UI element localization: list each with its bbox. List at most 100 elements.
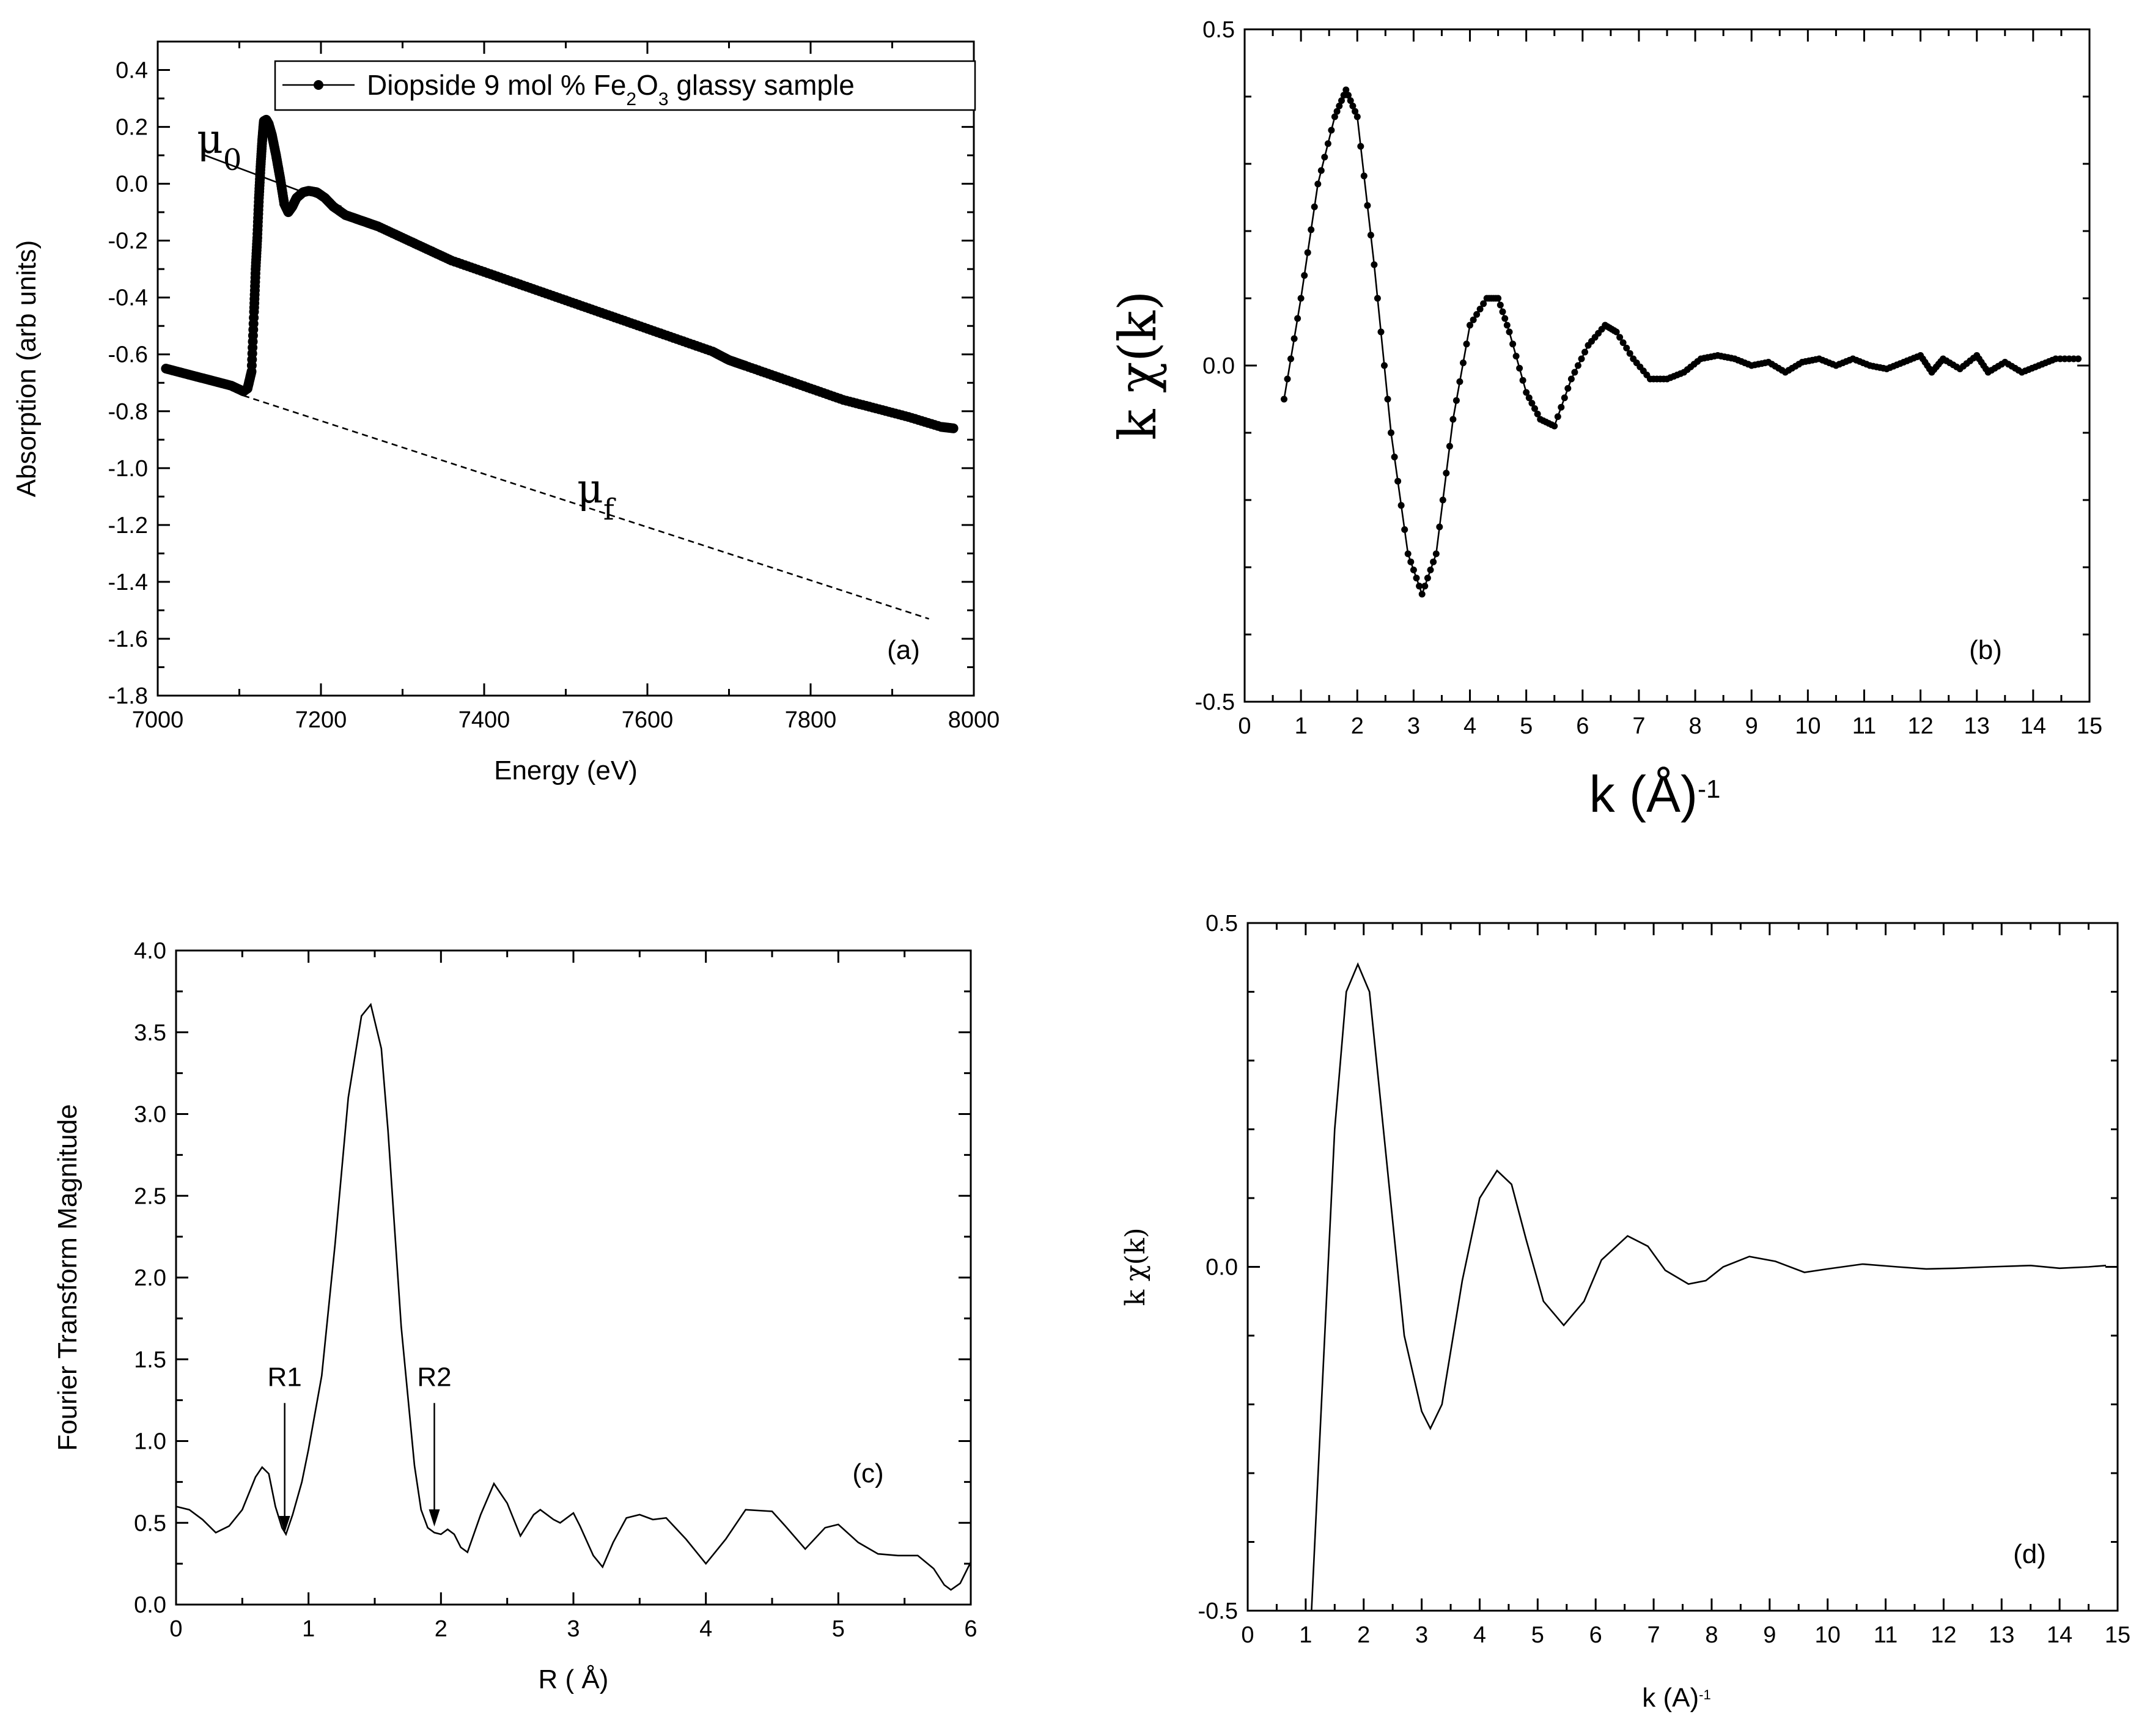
y-tick-label: 2.0: [134, 1265, 166, 1291]
x-tick-label: 5: [832, 1616, 845, 1642]
y-tick-label: 0.0: [116, 172, 148, 197]
x-tick-label: 7800: [785, 707, 837, 733]
data-point: [1421, 583, 1429, 590]
x-tick-label: 2: [435, 1616, 447, 1642]
data-point: [1336, 102, 1343, 109]
x-tick-label: 2: [1351, 713, 1364, 739]
data-point: [1567, 375, 1575, 383]
y-tick-label: -1.2: [108, 513, 148, 539]
data-point: [1321, 153, 1328, 161]
data-point: [1360, 172, 1368, 180]
data-point: [1397, 502, 1405, 509]
data-point: [1357, 142, 1364, 150]
series-line: [204, 154, 342, 208]
data-point: [1525, 394, 1533, 402]
data-point: [1476, 306, 1484, 313]
y-tick-label: 3.0: [134, 1102, 166, 1128]
data-point: [1551, 422, 1558, 430]
data-point: [1473, 311, 1481, 318]
y-tick-label: 2.5: [134, 1183, 166, 1209]
x-tick-label: 14: [2047, 1622, 2072, 1648]
panel-label: (b): [1969, 635, 2002, 665]
y-tick-label: 1.5: [134, 1347, 166, 1373]
data-point: [1367, 232, 1374, 239]
x-axis-label: k (A)-1: [1642, 1683, 1710, 1713]
data-point: [948, 423, 959, 433]
data-point: [1314, 180, 1322, 188]
data-point: [1499, 308, 1506, 315]
data-point: [1578, 355, 1585, 362]
data-point: [1516, 364, 1523, 372]
x-tick-label: 0: [1241, 1622, 1254, 1648]
x-tick-label: 12: [1907, 713, 1933, 739]
panel-label: (a): [887, 635, 920, 665]
data-point: [1345, 92, 1352, 99]
data-point: [1388, 429, 1394, 436]
data-point: [1439, 496, 1446, 504]
data-point: [1616, 334, 1624, 341]
x-tick-label: 1: [302, 1616, 315, 1642]
data-point: [1287, 355, 1294, 362]
x-axis-label-sup: -1: [1699, 1687, 1711, 1702]
data-point: [1424, 575, 1431, 582]
y-tick-label: -0.2: [108, 229, 148, 254]
data-point: [1290, 335, 1298, 342]
data-point: [1317, 167, 1325, 174]
x-tick-label: 15: [2077, 713, 2102, 739]
x-tick-label: 4: [1463, 713, 1476, 739]
arrow-head: [279, 1515, 290, 1533]
x-tick-label: 1: [1295, 713, 1308, 739]
y-tick-label: -0.5: [1198, 1598, 1238, 1624]
data-point: [1294, 315, 1301, 322]
x-tick-label: 8000: [948, 707, 1000, 733]
x-tick-label: 7400: [458, 707, 510, 733]
x-tick-label: 13: [1989, 1622, 2014, 1648]
data-point: [1506, 328, 1513, 336]
x-axis-label: R ( Å): [539, 1664, 609, 1694]
x-tick-label: 0: [1238, 713, 1251, 739]
y-tick-label: -0.4: [108, 285, 148, 311]
series-line: [1283, 87, 2078, 597]
data-point: [1342, 86, 1350, 94]
data-point: [1574, 362, 1581, 369]
data-point: [1509, 340, 1517, 348]
y-tick-label: 0.0: [134, 1592, 166, 1618]
data-point: [1394, 477, 1402, 485]
data-point: [1512, 353, 1520, 360]
data-point: [1430, 558, 1437, 565]
x-tick-label: 5: [1520, 713, 1533, 739]
x-tick-label: 0: [169, 1616, 182, 1642]
data-point: [1449, 416, 1457, 423]
x-axis-label: k (Å)-1: [1589, 765, 1721, 823]
data-point: [1497, 301, 1504, 309]
data-point: [1410, 566, 1417, 573]
legend-label: Diopside 9 mol % Fe2O3 glassy sample: [367, 69, 855, 109]
chart-panel-d: 0 1 2 3 4 5 6 7 8 9 10 11 12 13 14 15-0.50.00.5(d)k (A)…: [1120, 911, 2130, 1713]
y-tick-label: 0.0: [1202, 353, 1235, 379]
data-point: [1519, 377, 1526, 384]
x-tick-label: 9: [1763, 1622, 1776, 1648]
y-tick-label: -1.4: [108, 570, 148, 595]
annotation-mu: μ0: [197, 116, 241, 177]
x-tick-label: 2: [1357, 1622, 1370, 1648]
x-tick-label: 3: [1407, 713, 1420, 739]
data-point: [1534, 410, 1541, 417]
x-tick-label: 4: [699, 1616, 712, 1642]
x-tick-label: 7000: [132, 707, 184, 733]
data-point: [1413, 575, 1420, 582]
series-line: [1311, 962, 2107, 1611]
data-point: [1613, 328, 1620, 336]
data-point: [1281, 395, 1287, 403]
data-point: [1418, 590, 1426, 598]
data-point: [1304, 249, 1311, 256]
x-axis-label-sup: -1: [1698, 774, 1720, 803]
y-tick-label: 0.5: [1202, 17, 1235, 43]
annotation-r2: R2: [417, 1362, 451, 1392]
x-tick-label: 10: [1815, 1622, 1841, 1648]
data-point: [1407, 558, 1415, 565]
data-point: [1561, 394, 1568, 402]
data-point: [1308, 226, 1315, 234]
data-point: [1523, 389, 1530, 396]
series-line: [243, 394, 930, 620]
